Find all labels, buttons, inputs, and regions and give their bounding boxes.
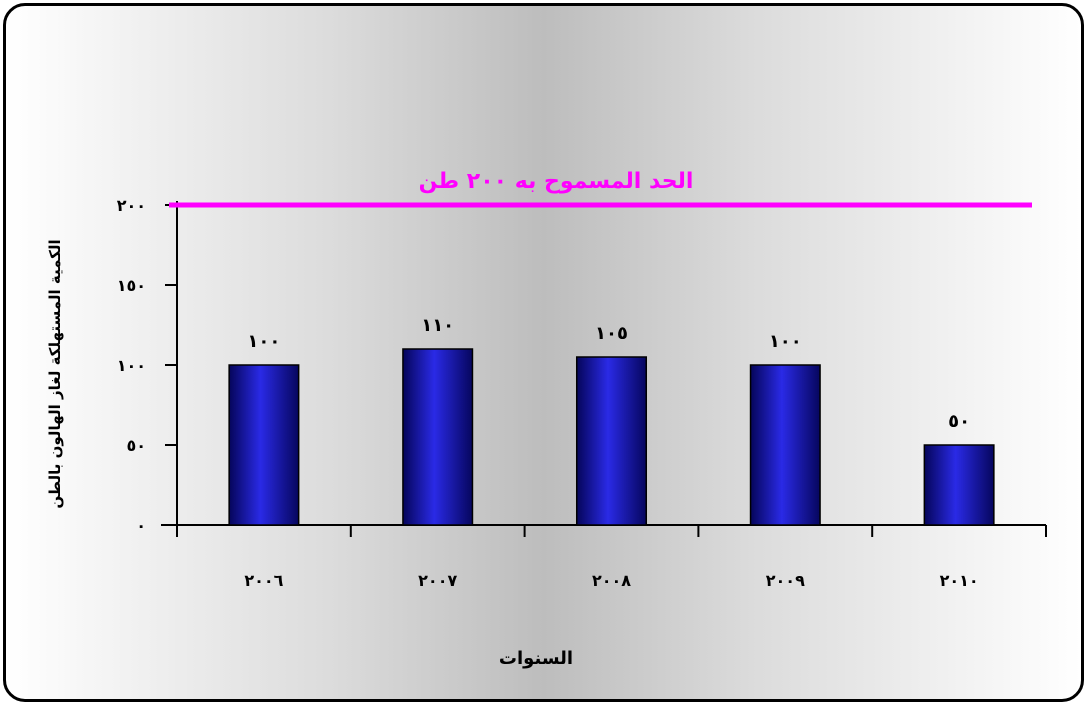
y-tick-label: ٠	[136, 516, 146, 535]
x-tick-label: ٢٠١٠	[940, 571, 979, 590]
bar	[228, 364, 300, 526]
x-axis-title: السنوات	[499, 648, 573, 669]
x-tick-label: ٢٠٠٩	[766, 571, 805, 590]
x-tick-label: ٢٠٠٦	[244, 571, 283, 590]
y-tick-label: ٥٠	[126, 436, 146, 455]
chart-area: ٠ ٥٠ ١٠٠ ١٥٠ ٢٠٠ ١٠٠ ٢٠٠٦ ١١٠ ٢٠٠٧ ١٠٥ ٢٠٠٨ ١٠٠ ٢٠٠٩…	[46, 169, 1047, 669]
y-tick-label: ١٥٠	[117, 276, 146, 295]
data-label: ١٠٥	[595, 323, 628, 344]
data-label: ١٠٠	[247, 331, 280, 352]
axes	[161, 201, 1047, 537]
labels: ٠ ٥٠ ١٠٠ ١٥٠ ٢٠٠ ١٠٠ ٢٠٠٦ ١١٠ ٢٠٠٧ ١٠٥ ٢٠٠٨ ١٠٠ ٢٠٠٩…	[117, 169, 979, 590]
bar	[402, 348, 474, 526]
bar	[749, 364, 821, 526]
limit-line-label: الحد المسموح به ٢٠٠ طن	[419, 169, 694, 194]
bar	[575, 356, 648, 526]
x-tick-label: ٢٠٠٧	[418, 571, 457, 590]
x-tick-label: ٢٠٠٨	[592, 571, 631, 590]
y-axis-title: الكمية المستهلكة لغاز الهالون بالطن	[46, 239, 64, 508]
y-tick-label: ١٠٠	[117, 356, 146, 375]
data-label: ١٠٠	[769, 331, 802, 352]
data-label: ١١٠	[421, 315, 454, 336]
data-label: ٥٠	[948, 411, 970, 432]
bar	[923, 444, 995, 526]
bars	[228, 348, 995, 526]
y-tick-label: ٢٠٠	[117, 196, 146, 215]
chart-frame: ٠ ٥٠ ١٠٠ ١٥٠ ٢٠٠ ١٠٠ ٢٠٠٦ ١١٠ ٢٠٠٧ ١٠٥ ٢٠٠٨ ١٠٠ ٢٠٠٩…	[3, 3, 1084, 702]
